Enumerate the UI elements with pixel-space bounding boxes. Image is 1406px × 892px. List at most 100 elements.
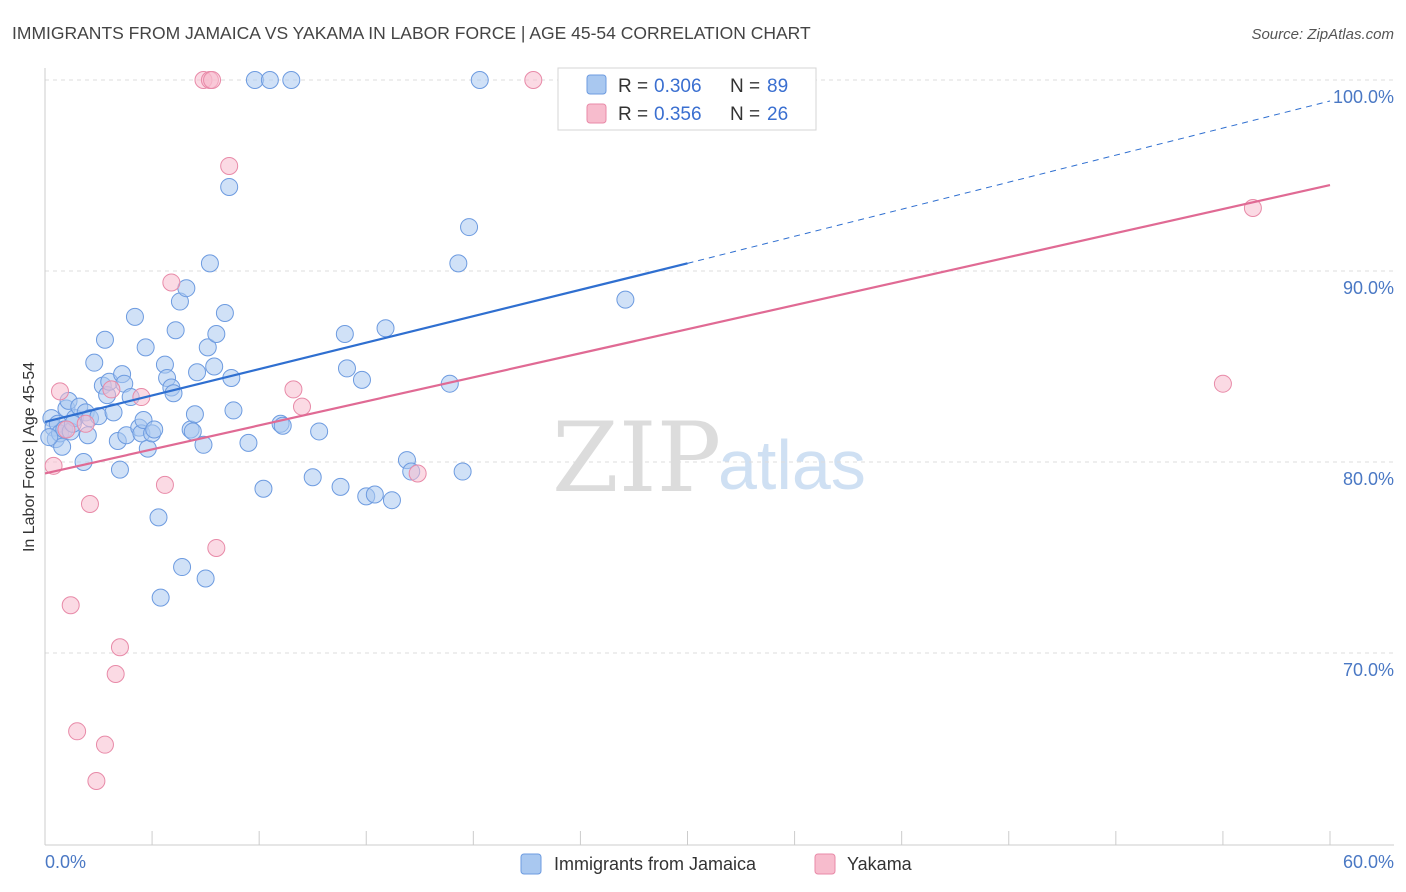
series-yakama-points [44,71,1262,790]
point-jamaica-48 [188,363,207,382]
chart-title: IMMIGRANTS FROM JAMAICA VS YAKAMA IN LAB… [12,23,811,43]
stats-legend-n-value-yakama: 26 [767,104,788,125]
watermark-zip: ZIP [552,402,721,514]
point-yakama-14 [162,273,181,292]
point-jamaica-80 [453,462,472,481]
stats-legend-swatch-jamaica [586,74,607,95]
point-jamaica-65 [282,71,301,89]
point-jamaica-23 [110,460,129,479]
point-jamaica-35 [145,420,164,439]
y-tick-label-0: 100.0% [1333,87,1394,107]
point-jamaica-60 [245,71,264,89]
x-tick-label-max: 60.0% [1343,852,1394,872]
point-yakama-24 [1213,374,1232,393]
stats-legend-n-label-jamaica: N = [730,76,760,97]
point-jamaica-50 [196,569,215,588]
point-yakama-8 [95,735,114,754]
point-jamaica-62 [260,71,279,89]
point-jamaica-59 [239,433,258,452]
point-jamaica-69 [337,359,356,378]
stats-legend-n-value-jamaica: 89 [767,76,788,97]
series-legend-label-yakama: Yakama [847,854,913,874]
stats-legend-swatch-yakama [586,103,607,124]
point-jamaica-61 [254,479,273,498]
point-jamaica-74 [376,319,395,338]
point-yakama-1 [50,382,69,401]
point-jamaica-88 [183,422,202,441]
point-yakama-21 [293,397,311,416]
point-yakama-4 [68,722,87,741]
point-yakama-6 [80,495,99,514]
point-jamaica-71 [352,370,371,389]
series-legend-swatch-jamaica [520,853,542,875]
x-axis-ticks [44,831,1331,845]
trend-lines [44,100,1331,475]
point-jamaica-41 [164,384,183,403]
point-jamaica-75 [382,491,401,510]
series-jamaica-points [40,71,635,607]
series-legend-label-jamaica: Immigrants from Jamaica [554,854,757,874]
point-jamaica-52 [200,254,219,273]
point-jamaica-32 [136,338,155,357]
point-yakama-19 [220,156,239,175]
point-jamaica-82 [470,71,489,89]
point-jamaica-79 [449,254,468,273]
stats-legend-r-value-jamaica: 0.306 [654,76,702,97]
stats-legend-r-value-yakama: 0.356 [654,104,702,125]
stats-legend: R = 0.306 N = 89 R = 0.356 N = 26 [557,67,817,131]
point-jamaica-36 [149,508,168,527]
stats-legend-r-label-jamaica: R = [618,76,648,97]
point-jamaica-18 [95,330,114,349]
trend-line-yakama [44,183,1331,475]
point-jamaica-68 [335,325,354,344]
point-jamaica-67 [310,422,329,441]
point-yakama-17 [203,71,222,89]
point-jamaica-81 [460,218,479,237]
trend-line-jamaica-extension [687,100,1331,264]
point-jamaica-28 [125,307,144,326]
watermark: ZIP atlas [552,402,866,514]
x-tick-label-min: 0.0% [45,852,86,872]
point-jamaica-66 [303,468,322,487]
point-jamaica-44 [173,558,192,577]
point-jamaica-47 [185,405,204,424]
point-yakama-11 [110,638,129,657]
series-legend-swatch-yakama [814,853,836,875]
point-jamaica-73 [365,485,384,504]
y-tick-label-2: 80.0% [1343,469,1394,489]
watermark-atlas: atlas [718,426,866,504]
y-axis-label: In Labor Force | Age 45-54 [21,362,38,552]
trend-line-jamaica [44,262,688,423]
point-jamaica-37 [151,588,170,607]
point-jamaica-54 [207,325,226,344]
stats-legend-n-label-yakama: N = [730,104,760,125]
point-jamaica-53 [205,357,224,376]
point-yakama-9 [102,380,121,399]
point-jamaica-55 [215,304,234,323]
point-jamaica-45 [177,279,196,298]
point-jamaica-21 [104,403,123,422]
point-jamaica-58 [224,401,243,420]
point-jamaica-70 [331,477,350,496]
point-jamaica-49 [194,435,213,454]
point-yakama-20 [284,380,303,399]
point-yakama-22 [408,464,427,483]
series-legend: Immigrants from Jamaica Yakama [520,853,913,875]
point-yakama-5 [76,414,95,433]
point-yakama-13 [155,475,174,494]
point-jamaica-85 [40,428,59,447]
y-tick-label-3: 70.0% [1343,660,1394,680]
point-yakama-18 [207,538,226,557]
point-jamaica-12 [74,453,93,471]
point-yakama-2 [57,420,76,439]
point-jamaica-42 [166,321,185,340]
point-jamaica-15 [85,353,104,372]
y-tick-labels: 100.0% 90.0% 80.0% 70.0% [1333,87,1394,680]
point-yakama-10 [106,665,125,684]
stats-legend-r-label-yakama: R = [618,104,648,125]
gridlines [45,79,1394,654]
point-jamaica-51 [198,338,217,357]
point-yakama-23 [524,71,543,89]
point-yakama-7 [87,771,106,790]
